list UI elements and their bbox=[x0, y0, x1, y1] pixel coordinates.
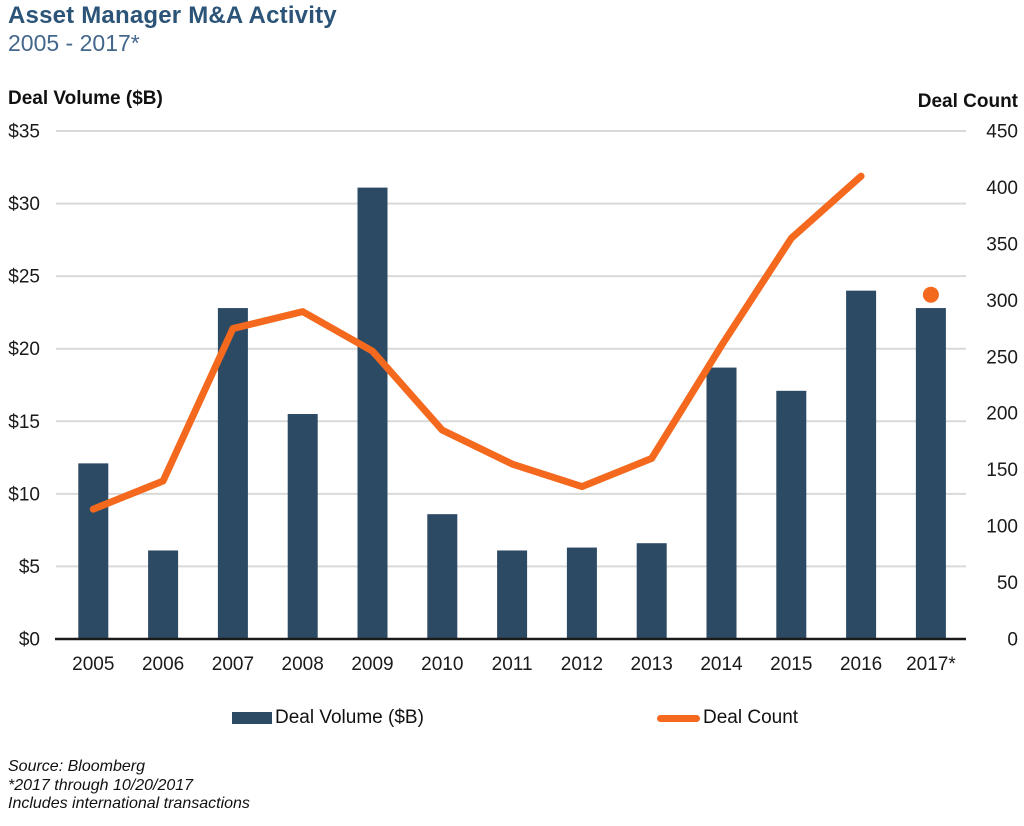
left-axis-tick-label: $10 bbox=[8, 484, 40, 505]
right-axis-tick-label: 100 bbox=[986, 517, 1018, 538]
right-axis-tick-label: 50 bbox=[997, 573, 1018, 594]
left-axis-tick-label: $20 bbox=[8, 339, 40, 360]
left-axis-tick-label: $30 bbox=[8, 194, 40, 215]
bar-2017* bbox=[915, 308, 946, 639]
deal-count-marker-2017* bbox=[922, 286, 939, 303]
bar-2012 bbox=[566, 547, 597, 639]
right-axis-tick-label: 400 bbox=[986, 178, 1018, 199]
left-axis-tick-label: $15 bbox=[8, 412, 40, 433]
x-axis-label-2015: 2015 bbox=[770, 654, 812, 675]
chart-legend: Deal Volume ($B) Deal Count bbox=[0, 704, 1024, 732]
x-axis-label-2011: 2011 bbox=[492, 654, 533, 675]
right-axis-title: Deal Count bbox=[917, 91, 1018, 112]
bar-2010 bbox=[427, 514, 458, 639]
left-axis-tick-label: $0 bbox=[19, 630, 40, 651]
footnote-scope: Includes international transactions bbox=[8, 795, 250, 812]
left-axis-tick-label: $35 bbox=[8, 122, 40, 143]
bar-2014 bbox=[706, 367, 737, 639]
right-axis-tick-label: 350 bbox=[986, 234, 1018, 255]
bar-2016 bbox=[846, 290, 877, 639]
chart-canvas: $0 $5 $10 $15 $20 $25 $30 $35 0 50 100 150 200 250 300… bbox=[8, 122, 1018, 676]
x-axis-label-2009: 2009 bbox=[351, 654, 393, 675]
right-axis-tick-label: 250 bbox=[986, 347, 1018, 368]
footnotes: Source: Bloomberg *2017 through 10/20/20… bbox=[8, 758, 250, 814]
x-axis-label-2012: 2012 bbox=[561, 654, 603, 675]
chart-subtitle: 2005 - 2017* bbox=[8, 30, 140, 56]
x-axis-label-2006: 2006 bbox=[142, 654, 184, 675]
right-axis-tick-label: 0 bbox=[1007, 630, 1018, 651]
right-axis-tick-label: 200 bbox=[986, 404, 1018, 425]
x-axis-label-2017*: 2017* bbox=[906, 654, 956, 675]
legend-label-deal-count: Deal Count bbox=[703, 707, 799, 728]
right-axis-tick-label: 450 bbox=[986, 122, 1018, 143]
x-axis-label-2010: 2010 bbox=[421, 654, 463, 675]
bar-2008 bbox=[287, 414, 318, 639]
bar-2013 bbox=[636, 543, 667, 639]
x-axis-label-2013: 2013 bbox=[631, 654, 673, 675]
legend-item-deal-volume: Deal Volume ($B) bbox=[232, 704, 424, 732]
chart-title: Asset Manager M&A Activity bbox=[8, 2, 337, 29]
left-axis-tick-label: $5 bbox=[19, 557, 40, 578]
line-swatch-icon bbox=[657, 714, 700, 722]
bar-2009 bbox=[357, 187, 388, 639]
x-axis-label-2016: 2016 bbox=[840, 654, 882, 675]
bar-swatch-icon bbox=[232, 712, 272, 724]
bar-2005 bbox=[78, 463, 109, 639]
left-axis-title: Deal Volume ($B) bbox=[8, 88, 163, 109]
x-axis-label-2005: 2005 bbox=[72, 654, 114, 675]
deal-count-line bbox=[89, 172, 865, 513]
x-axis-label-2014: 2014 bbox=[700, 654, 743, 675]
x-axis-label-2008: 2008 bbox=[282, 654, 324, 675]
bar-2006 bbox=[148, 550, 179, 639]
bar-2007 bbox=[217, 308, 248, 639]
right-axis-tick-label: 150 bbox=[986, 460, 1018, 481]
left-axis-tick-label: $25 bbox=[8, 267, 40, 288]
bar-2011 bbox=[497, 550, 528, 639]
x-axis-label-2007: 2007 bbox=[212, 654, 254, 675]
legend-item-deal-count: Deal Count bbox=[657, 704, 798, 732]
footnote-source: Source: Bloomberg bbox=[8, 758, 145, 775]
footnote-date-range: *2017 through 10/20/2017 bbox=[8, 776, 194, 794]
bar-2015 bbox=[776, 390, 807, 639]
right-axis-tick-label: 300 bbox=[986, 291, 1018, 312]
legend-label-deal-volume: Deal Volume ($B) bbox=[275, 707, 424, 728]
